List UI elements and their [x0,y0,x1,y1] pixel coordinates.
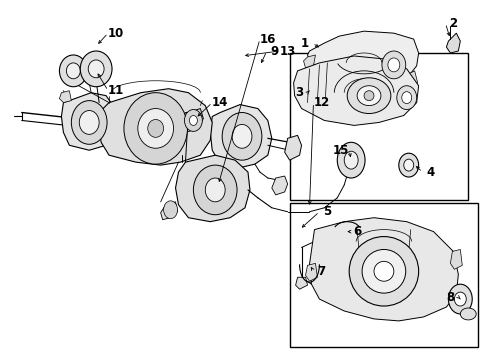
Ellipse shape [66,63,80,79]
Ellipse shape [459,308,475,320]
Ellipse shape [447,284,471,314]
Polygon shape [360,231,372,242]
Ellipse shape [346,78,390,113]
Ellipse shape [387,58,399,72]
Ellipse shape [396,86,416,109]
Text: 8: 8 [446,291,453,303]
Ellipse shape [60,55,87,87]
Ellipse shape [163,201,177,219]
Text: 1: 1 [300,37,308,50]
Polygon shape [404,71,417,89]
Ellipse shape [373,261,393,281]
Polygon shape [295,277,307,289]
Polygon shape [293,56,418,125]
Ellipse shape [222,113,262,160]
Text: 4: 4 [426,166,434,179]
Ellipse shape [184,109,202,131]
Ellipse shape [212,180,224,190]
Ellipse shape [88,60,104,78]
Ellipse shape [403,159,413,171]
Text: 9: 9 [270,45,278,58]
Text: 3: 3 [295,86,303,99]
Polygon shape [309,218,457,321]
Ellipse shape [398,153,418,177]
Text: 7: 7 [317,265,325,278]
Polygon shape [446,33,459,53]
Polygon shape [99,89,212,165]
Polygon shape [284,135,301,160]
Polygon shape [205,178,225,198]
Ellipse shape [80,51,112,87]
Text: 6: 6 [352,225,361,238]
Ellipse shape [344,151,357,169]
Text: 16: 16 [259,33,275,46]
Ellipse shape [123,93,187,164]
Ellipse shape [364,91,373,100]
Polygon shape [271,176,287,195]
Polygon shape [305,264,317,281]
Polygon shape [180,109,203,132]
Ellipse shape [348,237,418,306]
Bar [289,53,468,200]
Polygon shape [210,105,271,168]
Ellipse shape [71,100,107,144]
Ellipse shape [147,120,163,137]
Polygon shape [161,202,177,220]
Polygon shape [60,91,71,103]
Ellipse shape [232,125,251,148]
Ellipse shape [453,292,466,306]
Text: 14: 14 [212,96,228,109]
Ellipse shape [361,249,405,293]
Polygon shape [449,249,461,269]
Polygon shape [61,93,116,150]
Ellipse shape [337,142,365,178]
Polygon shape [307,31,418,83]
Ellipse shape [193,165,237,215]
Ellipse shape [205,178,224,202]
Ellipse shape [356,86,380,105]
Polygon shape [319,231,331,239]
Text: 15: 15 [332,144,349,157]
Text: 2: 2 [448,17,456,30]
Polygon shape [303,55,315,68]
Ellipse shape [401,92,411,104]
Ellipse shape [189,116,197,125]
Ellipse shape [381,51,405,79]
Ellipse shape [79,111,99,134]
Polygon shape [175,155,249,222]
Text: 5: 5 [323,205,331,218]
Text: 12: 12 [313,96,329,109]
Ellipse shape [138,109,173,148]
Bar [289,203,477,347]
Text: 13: 13 [279,45,295,58]
Text: 10: 10 [108,27,124,40]
Text: 11: 11 [108,84,124,97]
